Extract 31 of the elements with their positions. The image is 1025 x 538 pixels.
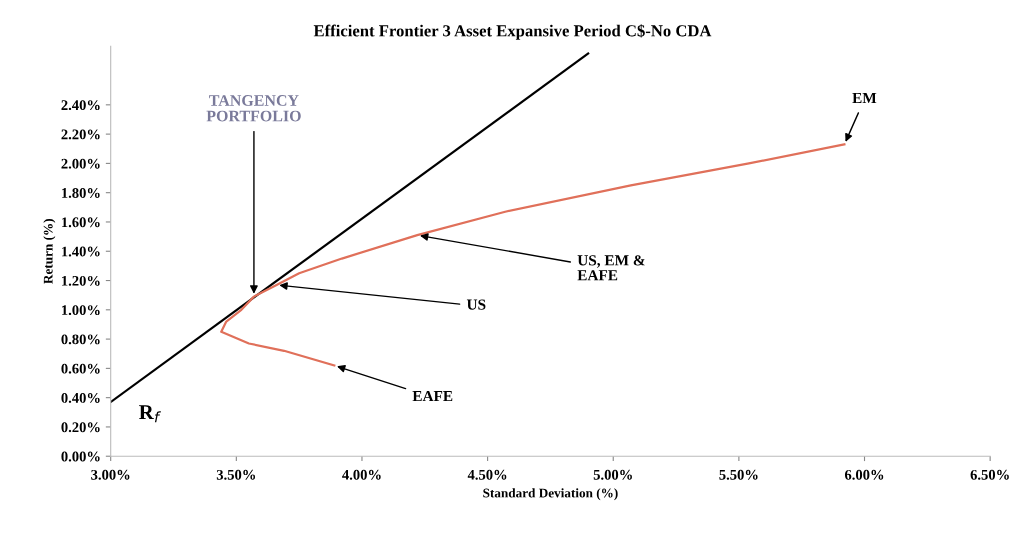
annotation: EM	[852, 93, 877, 104]
y-tick-label: 2.00%	[61, 158, 100, 169]
y-tick-label: 0.20%	[61, 422, 100, 433]
y-tick-label: 1.20%	[62, 275, 100, 286]
x-tick-label: 5.50%	[719, 469, 758, 480]
x-tick-label: 3.00%	[91, 469, 130, 480]
y-tick-label: 1.40%	[62, 246, 100, 257]
x-tick-label: 3.50%	[216, 469, 256, 480]
x-tick-label: 4.50%	[467, 469, 507, 480]
y-tick-label: 1.00%	[62, 305, 100, 316]
line-series	[220, 143, 846, 367]
annotation: US, EM & EAFE	[577, 255, 645, 281]
y-tick-label: 1.60%	[62, 217, 100, 228]
y-axis-title: Return (%)	[43, 219, 56, 284]
x-tick-label: 6.50%	[970, 469, 1009, 480]
y-tick-label: 0.80%	[61, 334, 100, 345]
x-axis-title: Standard Deviation (%)	[483, 488, 618, 501]
x-tick-label: 4.00%	[342, 469, 381, 480]
x-tick-label: 5.00%	[593, 469, 632, 480]
annotation: EAFE	[412, 391, 453, 402]
annotation: R$_{f}$	[139, 405, 161, 423]
x-tick-label: 6.00%	[844, 469, 884, 480]
y-tick-label: 0.40%	[61, 393, 100, 403]
y-tick-label: 2.20%	[61, 129, 100, 140]
y-tick-label: 2.40%	[61, 100, 100, 111]
y-tick-label: 0.00%	[61, 451, 100, 462]
annotation: US	[466, 299, 486, 310]
annotation: TANGENCY PORTFOLIO	[206, 95, 301, 122]
y-tick-label: 1.80%	[62, 188, 100, 198]
y-tick-label: 0.60%	[61, 363, 100, 374]
chart-title: Efficient Frontier 3 Asset Expansive Period C$-No CDA	[313, 24, 712, 40]
